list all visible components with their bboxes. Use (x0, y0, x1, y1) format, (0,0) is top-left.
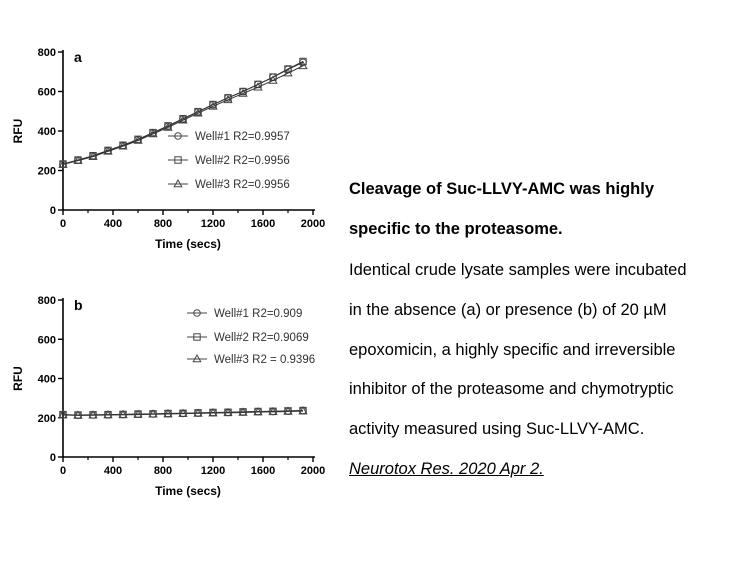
caption-body-line: epoxomicin, a highly specific and irreve… (349, 341, 676, 359)
y-axis-label: RFU (11, 366, 25, 391)
legend-marker (174, 132, 182, 140)
data-point (223, 407, 233, 417)
data-point (223, 94, 233, 104)
data-point (253, 82, 263, 91)
data-point (88, 410, 98, 419)
legend-entry: Well#3 R2 = 0.9396 (214, 354, 315, 366)
data-point (298, 406, 308, 415)
caption-title-line1: Cleavage of Suc-LLVY-AMC was highly (349, 180, 655, 198)
y-tick-label: 0 (50, 452, 56, 464)
x-tick-label: 2000 (301, 218, 325, 230)
caption-body-line: activity measured using Suc-LLVY-AMC. (349, 420, 645, 438)
data-point (208, 408, 218, 417)
panel-label: b (74, 297, 83, 313)
x-axis-label: Time (secs) (155, 484, 221, 498)
caption-body-line: in the absence (a) or presence (b) of 20… (349, 301, 667, 319)
x-tick-label: 1200 (201, 465, 225, 477)
x-tick-label: 1600 (251, 465, 275, 477)
data-point (238, 88, 248, 97)
x-tick-label: 800 (154, 465, 172, 477)
data-point (58, 409, 68, 419)
data-point (148, 128, 158, 138)
data-point (58, 159, 68, 168)
data-point (73, 410, 83, 419)
x-tick-label: 400 (104, 465, 122, 477)
series-line (62, 409, 304, 416)
legend-entry: Well#2 R2=0.9956 (195, 155, 290, 167)
panel-label: a (74, 49, 82, 65)
series-line (62, 65, 304, 166)
y-tick-label: 200 (38, 166, 56, 178)
y-tick-label: 800 (38, 47, 56, 59)
data-point (283, 406, 293, 415)
caption-body-line: inhibitor of the proteasome and chymotry… (349, 380, 674, 398)
data-point (268, 75, 278, 84)
legend-entry: Well#3 R2=0.9956 (195, 179, 290, 191)
data-point (118, 141, 128, 150)
data-point (193, 408, 203, 417)
y-tick-label: 0 (50, 205, 56, 217)
data-point (103, 146, 113, 155)
chart-panel-b: 0 200 400 600 800 0 400 800 1200 1600 2000 Time (se… (11, 295, 325, 498)
data-point (118, 409, 128, 419)
caption-body-line: Identical crude lysate samples were incu… (349, 261, 687, 279)
data-point (148, 409, 158, 418)
series-line (62, 61, 304, 165)
legend-marker (193, 309, 201, 317)
y-tick-label: 600 (38, 87, 56, 99)
caption-title-line2: specific to the proteasome. (349, 220, 563, 238)
x-tick-label: 1200 (201, 218, 225, 230)
legend-entry: Well#2 R2=0.9069 (214, 332, 309, 344)
y-tick-label: 400 (38, 374, 56, 386)
data-point (208, 101, 218, 110)
chart-panel-a: 0 200 400 600 800 0 400 800 1200 1600 2000 Time (se… (11, 47, 325, 251)
legend-marker (173, 178, 183, 188)
legend-marker (192, 353, 202, 363)
data-point (163, 408, 173, 418)
legend-marker (193, 333, 201, 341)
x-tick-label: 800 (154, 218, 172, 230)
legend-entry: Well#1 R2=0.909 (214, 308, 302, 320)
series-line (62, 61, 304, 165)
data-point (283, 68, 293, 77)
figure: 0 200 400 600 800 0 400 800 1200 1600 2000 Time (se… (0, 0, 340, 567)
y-tick-label: 800 (38, 295, 56, 307)
data-point (193, 108, 203, 117)
data-point (284, 65, 292, 73)
data-point (178, 115, 188, 124)
legend-marker (174, 156, 182, 164)
data-point (73, 155, 83, 164)
series-line (62, 410, 304, 416)
data-point (178, 408, 188, 417)
data-point (299, 57, 307, 66)
x-tick-label: 2000 (301, 465, 325, 477)
data-point (163, 122, 173, 131)
x-tick-label: 0 (60, 465, 66, 477)
data-point (103, 409, 113, 419)
data-point (133, 135, 143, 144)
data-point (224, 94, 232, 102)
data-point (133, 409, 143, 418)
data-point (239, 87, 247, 96)
y-tick-label: 600 (38, 334, 56, 346)
y-axis-label: RFU (11, 119, 25, 144)
x-tick-label: 1600 (251, 218, 275, 230)
data-point (268, 406, 278, 416)
x-axis-label: Time (secs) (155, 237, 221, 251)
citation-link[interactable]: Neurotox Res. 2020 Apr 2. (349, 460, 544, 478)
y-tick-label: 200 (38, 413, 56, 425)
data-point (238, 407, 248, 416)
data-point (253, 407, 263, 416)
y-tick-label: 400 (38, 126, 56, 138)
legend-entry: Well#1 R2=0.9957 (195, 131, 290, 143)
data-point (298, 60, 308, 70)
x-tick-label: 400 (104, 218, 122, 230)
data-point (88, 151, 98, 160)
x-tick-label: 0 (60, 218, 66, 230)
